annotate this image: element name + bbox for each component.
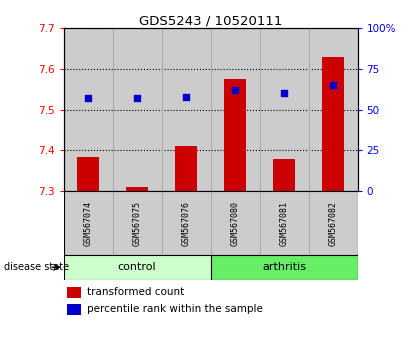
Text: GSM567074: GSM567074 xyxy=(84,200,93,246)
Bar xyxy=(67,304,81,315)
Point xyxy=(85,96,92,101)
Point xyxy=(330,82,336,88)
Text: GSM567076: GSM567076 xyxy=(182,200,191,246)
Text: arthritis: arthritis xyxy=(262,262,306,272)
Bar xyxy=(64,255,210,280)
Bar xyxy=(211,28,260,191)
Bar xyxy=(273,159,295,191)
Text: transformed count: transformed count xyxy=(87,287,185,297)
Text: control: control xyxy=(118,262,157,272)
Text: GSM567080: GSM567080 xyxy=(231,200,240,246)
Point xyxy=(134,96,141,101)
Bar xyxy=(260,191,309,255)
Bar xyxy=(64,191,113,255)
Bar xyxy=(211,255,358,280)
Bar xyxy=(113,28,162,191)
Bar xyxy=(322,57,344,191)
Text: disease state: disease state xyxy=(4,262,69,272)
Bar xyxy=(224,79,246,191)
Bar xyxy=(77,156,99,191)
Bar xyxy=(162,191,211,255)
Bar xyxy=(309,28,358,191)
Bar xyxy=(67,287,81,298)
Bar xyxy=(175,146,197,191)
Bar xyxy=(309,191,358,255)
Bar xyxy=(162,28,211,191)
Point xyxy=(281,91,287,96)
Bar xyxy=(113,191,162,255)
Point xyxy=(232,87,238,93)
Point xyxy=(183,94,189,99)
Text: percentile rank within the sample: percentile rank within the sample xyxy=(87,304,263,314)
Text: GSM567075: GSM567075 xyxy=(133,200,142,246)
Bar xyxy=(64,28,113,191)
Title: GDS5243 / 10520111: GDS5243 / 10520111 xyxy=(139,14,282,27)
Bar xyxy=(211,191,260,255)
Bar xyxy=(126,187,148,191)
Text: GSM567081: GSM567081 xyxy=(279,200,289,246)
Text: GSM567082: GSM567082 xyxy=(328,200,337,246)
Bar xyxy=(260,28,309,191)
